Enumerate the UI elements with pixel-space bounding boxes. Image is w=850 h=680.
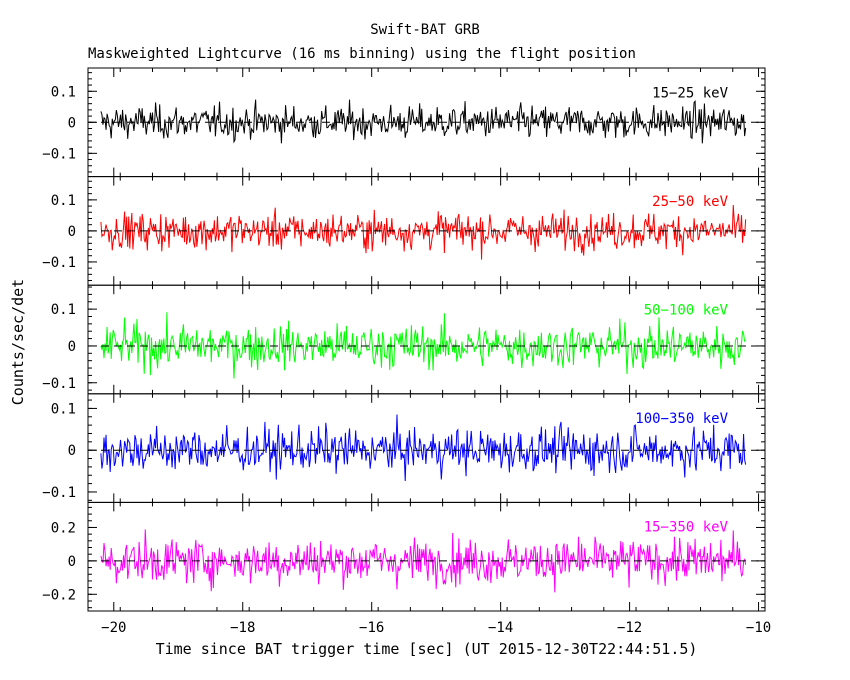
band-label-1: 25−50 keV [652,194,728,210]
y-tick-label-0-0: 0.1 [51,84,76,100]
y-tick-label-4-0: 0.2 [51,520,76,536]
series-line-1 [100,204,747,260]
y-tick-label-4-1: 0 [68,554,76,570]
y-tick-label-2-2: −0.1 [42,376,76,392]
series-line-3 [100,414,747,481]
chart-title: Swift-BAT GRB [370,22,480,38]
y-tick-label-3-2: −0.1 [42,485,76,501]
x-axis-label: Time since BAT trigger time [sec] (UT 20… [155,640,698,658]
y-tick-label-2-1: 0 [68,339,76,355]
y-tick-label-4-2: −0.2 [42,587,76,603]
panel-frame-3 [87,393,766,503]
y-tick-label-1-0: 0.1 [51,193,76,209]
panel-frame-4 [87,501,766,612]
band-label-3: 100−350 keV [635,411,728,427]
panel-frame-2 [87,284,766,395]
x-tick-label-5: −10 [746,620,771,636]
y-tick-label-3-1: 0 [68,443,76,459]
y-tick-label-0-1: 0 [68,115,76,131]
band-label-4: 15−350 keV [644,520,729,536]
chart-subtitle: Maskweighted Lightcurve (16 ms binning) … [88,46,636,62]
x-tick-label-2: −16 [359,620,384,636]
y-tick-label-0-2: −0.1 [42,146,76,162]
x-tick-label-0: −20 [101,620,126,636]
y-tick-label-1-2: −0.1 [42,255,76,271]
series-line-4 [100,529,747,593]
y-tick-label-1-1: 0 [68,224,76,240]
x-tick-label-4: −12 [617,620,642,636]
series-line-0 [100,99,747,144]
x-tick-label-1: −18 [230,620,255,636]
y-tick-label-2-0: 0.1 [51,302,76,318]
series-line-2 [100,312,746,379]
band-label-2: 50−100 keV [644,303,729,319]
y-tick-label-3-0: 0.1 [51,401,76,417]
x-tick-label-3: −14 [488,620,513,636]
band-label-0: 15−25 keV [652,85,728,101]
